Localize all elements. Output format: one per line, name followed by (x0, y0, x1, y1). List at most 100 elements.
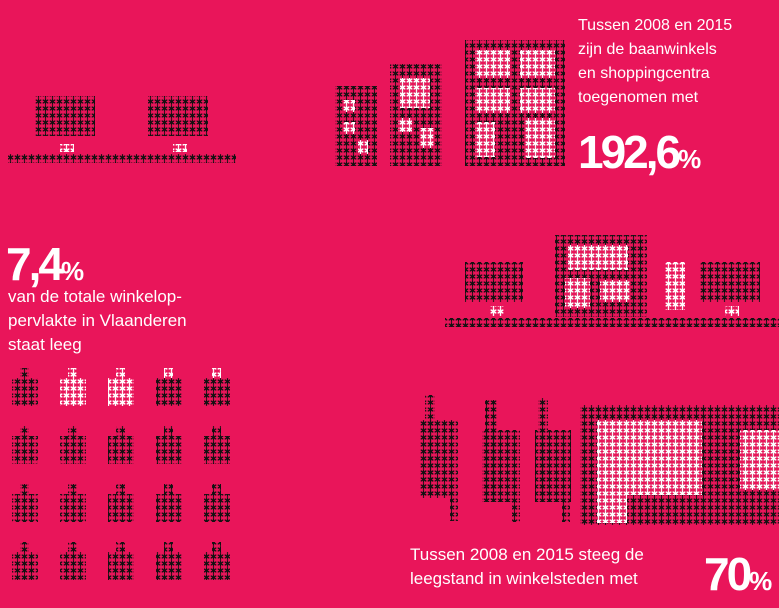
window (343, 122, 355, 134)
left-text: 7,4% van de totale winkelop- pervlakte i… (6, 238, 187, 354)
window (520, 88, 555, 113)
window (343, 100, 355, 112)
block (20, 368, 29, 378)
block (116, 484, 125, 494)
top-right-text: Tussen 2008 en 2015 zijn de baanwinkels … (578, 17, 732, 178)
window (400, 78, 430, 108)
block (156, 436, 182, 464)
window (565, 278, 590, 308)
window (568, 245, 628, 270)
pictograms (8, 40, 779, 580)
block (108, 436, 134, 464)
window (740, 430, 779, 490)
window (212, 368, 221, 378)
block (420, 420, 458, 498)
window (60, 378, 86, 406)
block (8, 154, 236, 163)
window (725, 306, 739, 316)
infographic: Tussen 2008 en 2015 zijn de baanwinkels … (0, 0, 779, 608)
block (465, 262, 523, 302)
block (700, 262, 760, 302)
window (597, 495, 627, 523)
block (12, 494, 38, 522)
window (173, 144, 187, 152)
text-line: Tussen 2008 en 2015 steeg de (410, 545, 644, 564)
text-line: van de totale winkelop- (8, 287, 182, 306)
block (60, 552, 86, 580)
block (445, 318, 779, 327)
block (212, 484, 221, 494)
window (600, 280, 630, 302)
block (60, 436, 86, 464)
block (335, 86, 377, 166)
number: 70 (704, 548, 751, 600)
block (164, 542, 173, 552)
window (420, 128, 434, 148)
window (60, 144, 74, 152)
block (535, 430, 571, 502)
big-number: 192,6% (578, 126, 701, 178)
block (156, 494, 182, 522)
block (212, 542, 221, 552)
block (68, 484, 77, 494)
block (108, 552, 134, 580)
block (164, 484, 173, 494)
block (108, 494, 134, 522)
block (164, 426, 173, 436)
text-line: pervlakte in Vlaanderen (8, 311, 187, 330)
window (68, 368, 77, 378)
text-line: toegenomen met (578, 89, 699, 106)
window (475, 50, 510, 78)
page: {"top_right": {"lines": ["Tussen 2008 en… (0, 0, 779, 608)
number: 7,4 (6, 238, 64, 290)
block (35, 96, 95, 136)
window (164, 368, 173, 378)
big-number: 70% (704, 548, 772, 600)
block (20, 426, 29, 436)
block (482, 430, 520, 502)
window (525, 118, 555, 158)
text-line: staat leeg (8, 335, 82, 354)
unit: % (749, 566, 772, 596)
number: 192,6 (578, 126, 680, 178)
window (597, 420, 702, 495)
window (358, 140, 368, 154)
block (204, 552, 230, 580)
block (450, 495, 458, 521)
block (68, 426, 77, 436)
big-number: 7,4% (6, 238, 84, 290)
window (475, 88, 510, 113)
block (60, 494, 86, 522)
window (398, 118, 412, 132)
window (116, 368, 125, 378)
block (12, 378, 38, 406)
block (212, 426, 221, 436)
block (148, 96, 208, 136)
block (116, 426, 125, 436)
window (665, 262, 685, 310)
block (68, 542, 77, 552)
block (20, 542, 29, 552)
block (12, 552, 38, 580)
block (156, 378, 182, 406)
text-line: leegstand in winkelsteden met (410, 569, 638, 588)
bottom-right-text: Tussen 2008 en 2015 steeg de leegstand i… (410, 545, 772, 600)
block (204, 378, 230, 406)
unit: % (678, 144, 701, 174)
block (12, 436, 38, 464)
window (520, 50, 555, 78)
block (562, 502, 570, 522)
block (116, 542, 125, 552)
text-line: en shoppingcentra (578, 65, 710, 82)
block (204, 494, 230, 522)
block (204, 436, 230, 464)
text-line: Tussen 2008 en 2015 (578, 17, 732, 34)
block (20, 484, 29, 494)
block (156, 552, 182, 580)
text-line: zijn de baanwinkels (578, 41, 717, 58)
block (512, 502, 520, 522)
window (490, 306, 504, 316)
window (475, 122, 495, 157)
window (108, 378, 134, 406)
unit: % (61, 256, 84, 286)
